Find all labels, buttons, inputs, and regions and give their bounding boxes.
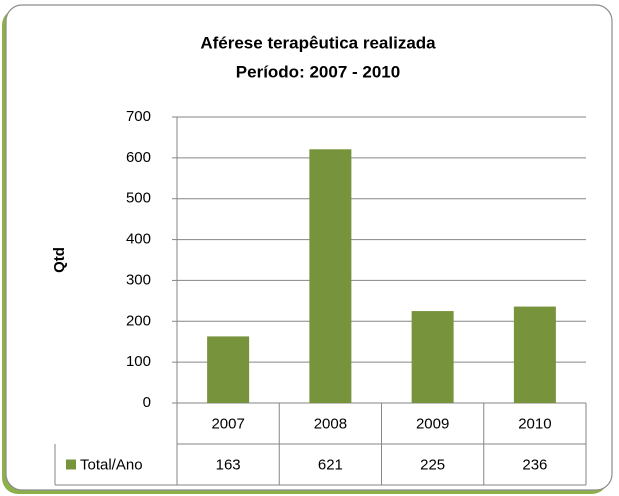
legend-label: Total/Ano <box>80 456 143 473</box>
table-value: 225 <box>420 456 445 473</box>
y-tick-label: 300 <box>126 271 151 288</box>
y-tick-label: 400 <box>126 231 151 248</box>
bar <box>207 336 250 403</box>
y-tick-label: 100 <box>126 353 151 370</box>
chart-title: Aférese terapêutica realizada <box>200 33 436 52</box>
y-tick-label: 600 <box>126 149 151 166</box>
bar <box>309 149 352 403</box>
table-value: 236 <box>522 456 547 473</box>
bar <box>513 306 556 403</box>
y-axis-label: Qtd <box>51 247 68 273</box>
chart-subtitle: Período: 2007 - 2010 <box>236 62 400 81</box>
y-tick-label: 0 <box>143 394 151 411</box>
legend-swatch <box>66 459 76 470</box>
bar <box>411 311 454 403</box>
x-tick-label: 2007 <box>211 415 244 432</box>
x-tick-label: 2010 <box>518 415 551 432</box>
table-value: 163 <box>216 456 241 473</box>
x-tick-label: 2009 <box>416 415 449 432</box>
y-tick-label: 200 <box>126 312 151 329</box>
table-value: 621 <box>318 456 343 473</box>
frame <box>5 4 613 491</box>
x-tick-label: 2008 <box>314 415 347 432</box>
y-tick-label: 700 <box>126 108 151 125</box>
y-tick-label: 500 <box>126 190 151 207</box>
